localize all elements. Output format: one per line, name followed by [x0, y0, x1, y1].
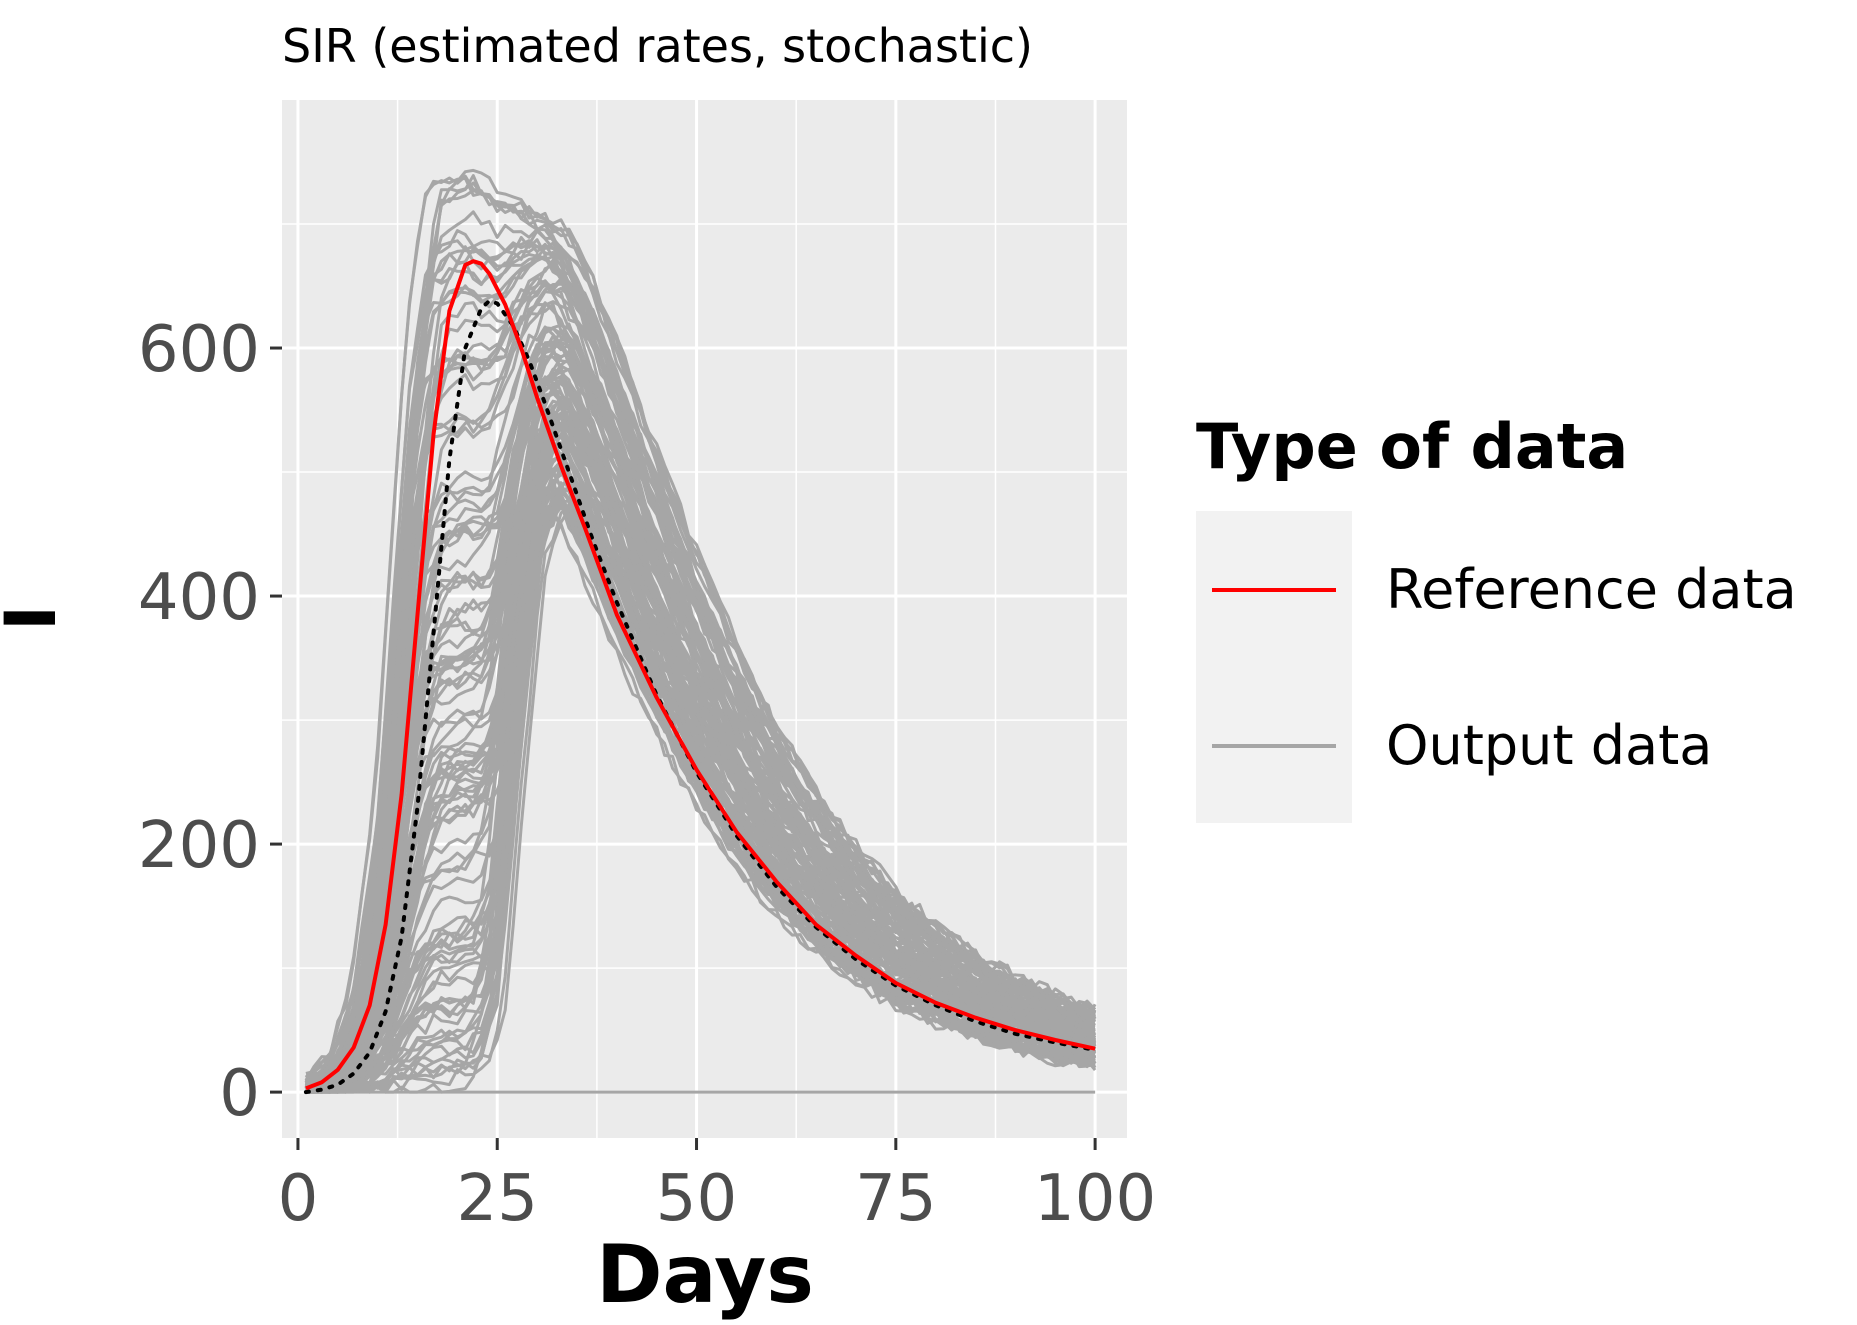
- legend-title: Type of data: [1196, 410, 1628, 483]
- x-tick-label: 100: [1034, 1162, 1156, 1236]
- output-line: [305, 424, 1096, 1091]
- legend-label-output: Output data: [1386, 714, 1712, 777]
- x-axis-label: Days: [596, 1228, 814, 1321]
- x-tick-label: 25: [457, 1162, 538, 1236]
- x-tick-label: 50: [656, 1162, 737, 1236]
- output-line: [305, 365, 1096, 1094]
- y-axis: 0 200 400 600: [138, 313, 282, 1131]
- output-line: [304, 176, 1097, 1082]
- x-axis: 0 25 50 75 100: [278, 1138, 1156, 1236]
- output-line: [305, 421, 1096, 1094]
- y-axis-label: I: [0, 605, 72, 631]
- output-line: [305, 357, 1096, 1092]
- output-line: [304, 416, 1096, 1094]
- chart-title: SIR (estimated rates, stochastic): [282, 19, 1033, 73]
- y-tick-label: 600: [138, 313, 260, 387]
- output-line: [304, 303, 1096, 1090]
- output-line: [305, 188, 1096, 1087]
- y-tick-label: 0: [219, 1057, 260, 1131]
- output-line: [305, 493, 1096, 1094]
- x-tick-label: 0: [278, 1162, 319, 1236]
- output-line: [305, 499, 1097, 1094]
- legend-label-reference: Reference data: [1386, 558, 1797, 621]
- legend: Type of data Reference data Output data: [1196, 410, 1797, 823]
- reference-line: [305, 259, 1096, 1091]
- output-line: [305, 483, 1096, 1094]
- legend-key-background: [1196, 511, 1352, 823]
- series-layer: [303, 168, 1098, 1095]
- deterministic-line: [303, 298, 1098, 1095]
- output-line: [304, 405, 1097, 1094]
- y-tick-label: 200: [138, 809, 260, 883]
- output-line: [305, 506, 1096, 1094]
- y-tick-label: 400: [138, 561, 260, 635]
- x-tick-label: 75: [855, 1162, 936, 1236]
- output-line: [305, 241, 1096, 1093]
